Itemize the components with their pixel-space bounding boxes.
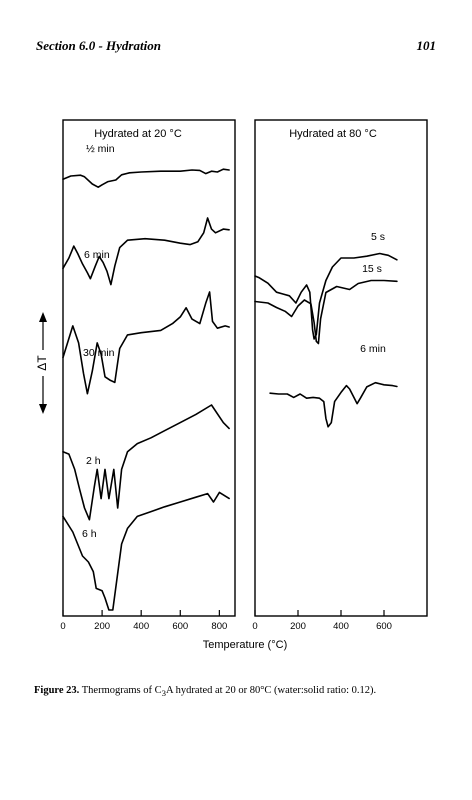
- thermogram-20c-6-h: [62, 491, 230, 611]
- thermogram-80c-5-s: [254, 252, 398, 340]
- thermogram-20c-6-min: [62, 217, 230, 286]
- panel-80c-frame: [254, 119, 428, 617]
- x-tick-label-20c-0: 0: [60, 621, 65, 632]
- delta-t-arrow-down: [39, 404, 47, 414]
- x-tick-label-20c-400: 400: [133, 621, 149, 632]
- x-tick-label-80c-400: 400: [333, 621, 349, 632]
- delta-t-axis-indicator: ΔT: [35, 312, 50, 414]
- x-tick-label-20c-200: 200: [94, 621, 110, 632]
- delta-t-arrow-up: [39, 312, 47, 322]
- caption-text-pre: Thermograms of C: [79, 685, 162, 696]
- series-label-80c-5-s: 5 s: [371, 231, 385, 243]
- thermogram-20c-2-h: [62, 404, 230, 521]
- panel-80c: Hydrated at 80 °C 5 s 15 s 6 min 0 200 400 60…: [252, 119, 428, 632]
- caption-text-post: A hydrated at 20 or 80°C (water:solid ra…: [166, 685, 377, 696]
- thermogram-20c-30-min: [62, 291, 230, 395]
- series-label-80c-15-s: 15 s: [362, 263, 382, 275]
- panel-20c: Hydrated at 20 °C ½ min 6 min 30 min 2 h 6 h…: [60, 119, 236, 632]
- figure-caption: Figure 23. Thermograms of C3A hydrated a…: [34, 684, 454, 700]
- series-label-20c-6-min: 6 min: [84, 249, 110, 261]
- panel-20c-frame: [62, 119, 236, 617]
- x-axis-title: Temperature (°C): [203, 639, 287, 651]
- x-tick-label-80c-200: 200: [290, 621, 306, 632]
- series-label-20c-half-min: ½ min: [86, 143, 115, 155]
- panel-20c-title: Hydrated at 20 °C: [94, 128, 182, 140]
- x-tick-label-20c-800: 800: [211, 621, 227, 632]
- series-label-20c-2-h: 2 h: [86, 455, 101, 467]
- thermogram-20c-half-min: [62, 168, 230, 188]
- thermogram-80c-6-min: [269, 381, 398, 428]
- figure-label: Figure 23.: [34, 685, 80, 696]
- running-header: Section 6.0 - Hydration 101: [36, 38, 436, 58]
- delta-t-label-bg: [36, 350, 50, 376]
- section-title: Section 6.0 - Hydration: [36, 38, 161, 53]
- thermogram-80c-15-s: [254, 279, 398, 345]
- x-tick-label-80c-0: 0: [252, 621, 257, 632]
- caption-subscript: 3: [161, 688, 167, 699]
- panel-80c-title: Hydrated at 80 °C: [289, 128, 377, 140]
- series-label-20c-6-h: 6 h: [82, 528, 97, 540]
- series-label-20c-30-min: 30 min: [83, 347, 115, 359]
- x-tick-label-20c-600: 600: [172, 621, 188, 632]
- x-tick-label-80c-600: 600: [376, 621, 392, 632]
- page-number: 101: [416, 38, 437, 53]
- delta-t-label: ΔT: [35, 355, 49, 371]
- thermogram-figure: Hydrated at 20 °C ½ min 6 min 30 min 2 h 6 h…: [35, 119, 428, 651]
- series-label-80c-6-min: 6 min: [360, 343, 386, 355]
